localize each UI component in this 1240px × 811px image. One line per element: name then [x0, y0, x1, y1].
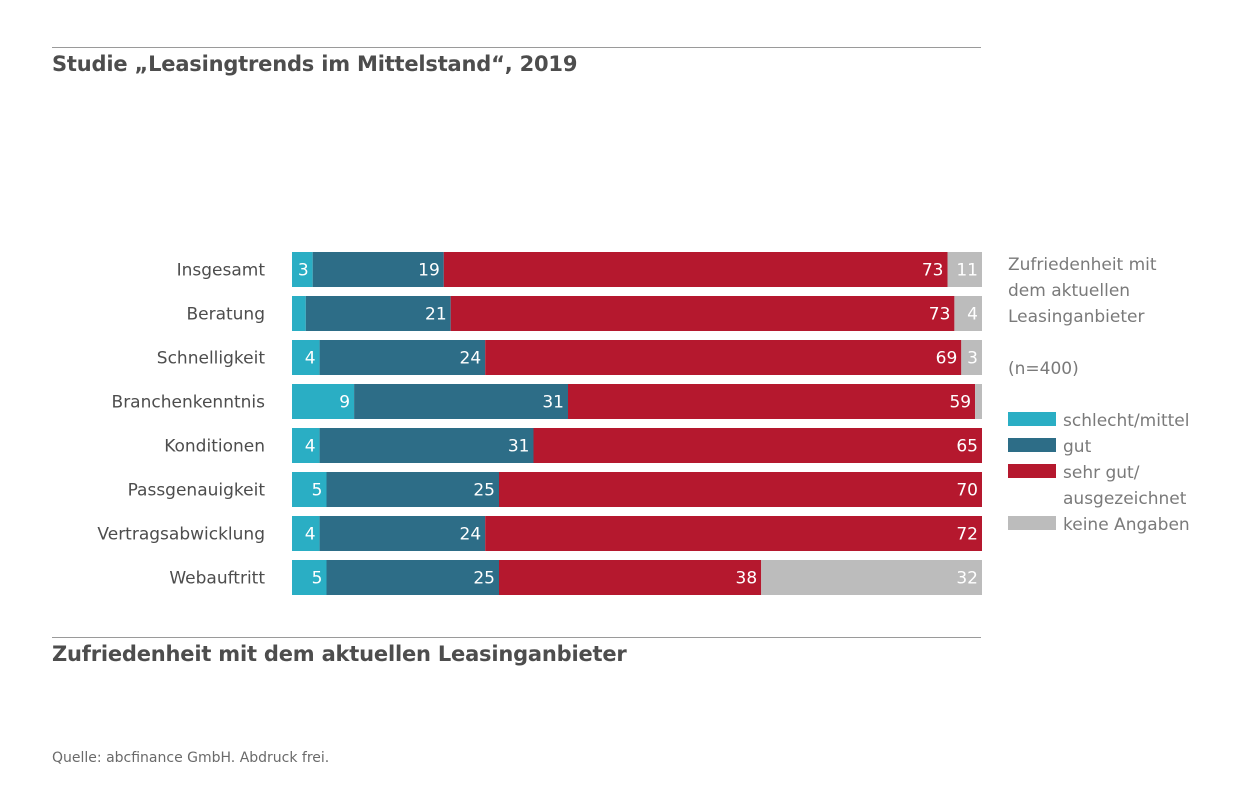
value-label: 5 — [312, 481, 323, 501]
value-label: 73 — [922, 261, 944, 281]
legend-heading-line: Leasinganbieter — [1008, 307, 1144, 327]
category-label: Beratung — [186, 305, 265, 325]
bar-segment — [292, 296, 306, 331]
bar-segment — [292, 472, 327, 507]
bar-segment — [443, 252, 948, 287]
bar-segment — [326, 560, 499, 595]
bar-segment — [292, 516, 320, 551]
bar-segment — [292, 340, 320, 375]
value-label: 65 — [956, 437, 978, 457]
category-label: Schnelligkeit — [157, 349, 266, 369]
value-label: 21 — [425, 305, 447, 325]
top-divider — [52, 47, 981, 48]
bar-segment — [326, 472, 499, 507]
value-label: 11 — [956, 261, 978, 281]
bar-segment — [485, 516, 982, 551]
legend-swatch — [1008, 516, 1056, 530]
bar-segment — [485, 340, 962, 375]
bottom-divider — [52, 637, 981, 638]
value-label: 4 — [305, 349, 316, 369]
value-label: 5 — [312, 569, 323, 589]
value-label: 72 — [956, 525, 978, 545]
bar-segment — [499, 560, 762, 595]
value-label: 9 — [339, 393, 350, 413]
category-label: Passgenauigkeit — [128, 481, 266, 501]
bar-segment — [975, 384, 982, 419]
bar-segment — [947, 252, 982, 287]
legend-swatch — [1008, 438, 1056, 452]
legend-entry-label: keine Angaben — [1063, 515, 1190, 535]
bar-segment — [450, 296, 955, 331]
value-label: 31 — [542, 393, 564, 413]
bar-segment — [292, 384, 355, 419]
source-note: Quelle: abcfinance GmbH. Abdruck frei. — [52, 750, 330, 766]
bar-segment — [319, 340, 486, 375]
bar-segment — [761, 560, 982, 595]
page-title: Studie „Leasingtrends im Mittelstand“, 2… — [52, 52, 578, 76]
value-label: 4 — [967, 305, 978, 325]
value-label: 31 — [508, 437, 530, 457]
value-label: 24 — [460, 349, 482, 369]
legend-entry-label: schlecht/mittel — [1063, 411, 1189, 431]
legend: Zufriedenheit mit dem aktuellen Leasinganb… — [1008, 255, 1190, 535]
value-label: 32 — [956, 569, 978, 589]
value-label: 3 — [967, 349, 978, 369]
legend-swatch — [1008, 464, 1056, 478]
bar-segment — [292, 560, 327, 595]
bar-segment — [354, 384, 568, 419]
value-label: 4 — [305, 525, 316, 545]
category-label: Konditionen — [164, 437, 265, 457]
value-label: 3 — [298, 261, 309, 281]
bar-segment — [319, 428, 534, 463]
legend-heading-line: Zufriedenheit mit — [1008, 255, 1157, 275]
value-label: 70 — [956, 481, 978, 501]
bar-segment — [954, 296, 982, 331]
value-label: 19 — [418, 261, 440, 281]
legend-entry-label: ausgezeichnet — [1063, 489, 1187, 509]
bar-segment — [499, 472, 982, 507]
value-label: 25 — [473, 569, 495, 589]
legend-swatch — [1008, 412, 1056, 426]
value-label: 24 — [460, 525, 482, 545]
sample-size-label: (n=400) — [1008, 359, 1079, 379]
value-label: 4 — [305, 437, 316, 457]
bar-segment — [533, 428, 982, 463]
legend-heading-line: dem aktuellen — [1008, 281, 1130, 301]
category-label: Branchenkenntnis — [112, 393, 266, 413]
category-label: Webauftritt — [169, 569, 265, 589]
value-label: 59 — [949, 393, 971, 413]
category-label: Vertragsabwicklung — [97, 525, 265, 545]
bar-segment — [292, 428, 320, 463]
bar-segment — [961, 340, 982, 375]
bar-segment — [305, 296, 451, 331]
legend-entry-label: gut — [1063, 437, 1092, 457]
bar-segment — [319, 516, 486, 551]
bar-segment — [568, 384, 976, 419]
bar-segment — [292, 252, 313, 287]
value-label: 73 — [929, 305, 951, 325]
value-label: 25 — [473, 481, 495, 501]
category-label: Insgesamt — [177, 261, 266, 281]
chart-title: Zufriedenheit mit dem aktuellen Leasinga… — [52, 642, 627, 666]
bar-segment — [312, 252, 444, 287]
legend-entry-label: sehr gut/ — [1063, 463, 1140, 483]
value-label: 69 — [936, 349, 958, 369]
value-label: 38 — [736, 569, 758, 589]
